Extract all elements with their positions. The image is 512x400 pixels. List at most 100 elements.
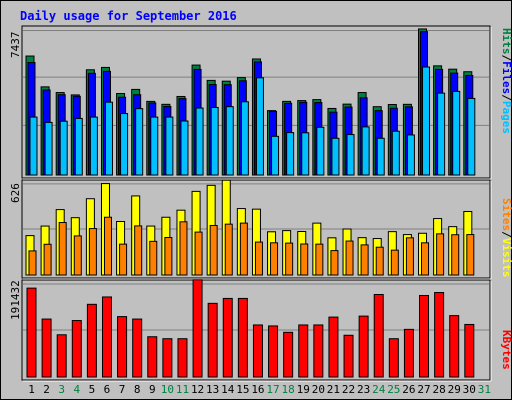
kbytes-bar xyxy=(117,316,128,378)
sites-bar xyxy=(451,234,460,276)
day-label: 4 xyxy=(73,383,80,396)
sites-bar xyxy=(421,242,430,276)
day-label: 24 xyxy=(372,383,386,396)
kbytes-bar xyxy=(237,297,248,378)
pages-bar xyxy=(331,137,340,176)
day-label: 5 xyxy=(89,383,96,396)
kbytes-bar xyxy=(252,324,263,378)
sites-bar xyxy=(330,250,339,276)
sites-bar xyxy=(209,224,218,276)
kbytes-bar xyxy=(298,324,309,378)
pages-bar xyxy=(286,132,295,176)
kbytes-bar xyxy=(132,318,143,378)
sites-bar xyxy=(194,231,203,276)
sites-bar xyxy=(270,242,279,276)
sites-bar xyxy=(58,222,67,276)
pages-bar xyxy=(180,120,189,176)
sites-bar xyxy=(360,244,369,276)
pages-bar xyxy=(361,126,370,176)
sites-bar xyxy=(179,221,188,276)
sites-bar xyxy=(73,235,82,276)
day-label: 26 xyxy=(402,383,415,396)
day-label: 2 xyxy=(43,383,50,396)
pages-bar xyxy=(316,126,325,176)
kbytes-panel xyxy=(21,279,492,382)
kbytes-bar xyxy=(313,324,324,378)
day-label: 13 xyxy=(206,383,219,396)
kbytes-bar xyxy=(403,328,414,378)
kbytes-bar xyxy=(41,318,52,378)
sites-bar xyxy=(134,225,143,276)
kbytes-bar xyxy=(56,334,67,378)
sites-bar xyxy=(239,222,248,276)
sites-bar xyxy=(315,243,324,276)
day-label: 7 xyxy=(119,383,126,396)
kbytes-bar xyxy=(71,320,82,378)
sites-bar xyxy=(300,243,309,276)
sites-bar xyxy=(164,237,173,276)
day-label: 15 xyxy=(236,383,249,396)
kbytes-bar xyxy=(192,279,203,378)
sites-bar xyxy=(405,237,414,276)
pages-bar xyxy=(406,134,415,176)
sites-bar xyxy=(254,241,263,276)
chart-title: Daily usage for September 2016 xyxy=(20,9,237,23)
visits-y-max-label: 626 xyxy=(9,183,22,203)
pages-bar xyxy=(255,77,264,176)
day-label: 14 xyxy=(221,383,235,396)
pages-bar xyxy=(301,132,310,176)
kbytes-bar xyxy=(222,297,233,378)
pages-bar xyxy=(195,107,204,176)
pages-bar xyxy=(437,92,446,176)
pages-bar xyxy=(59,120,68,176)
pages-bar xyxy=(44,121,53,176)
kbytes-bar xyxy=(147,336,158,378)
kbytes-bar xyxy=(464,323,475,378)
sites-bar xyxy=(119,243,128,276)
sites-bar xyxy=(436,233,445,276)
kbytes-bar xyxy=(268,325,279,378)
kbytes-bar xyxy=(434,292,445,378)
pages-bar xyxy=(240,101,249,176)
day-label: 12 xyxy=(191,383,204,396)
day-label: 23 xyxy=(357,383,370,396)
day-label: 25 xyxy=(387,383,400,396)
pages-bar xyxy=(150,116,159,176)
legend-visits-sites: Sites/Visits xyxy=(500,198,512,278)
day-label: 31 xyxy=(478,383,491,396)
pages-bar xyxy=(422,66,431,176)
pages-bar xyxy=(120,113,129,176)
kbytes-bar xyxy=(419,294,430,378)
day-label: 21 xyxy=(327,383,340,396)
day-label: 27 xyxy=(417,383,430,396)
hits-files-pages-panel xyxy=(21,25,492,180)
pages-bar xyxy=(89,116,98,176)
sites-bar xyxy=(43,243,52,276)
pages-bar xyxy=(104,101,113,176)
kbytes-bar xyxy=(177,338,188,378)
pages-bar xyxy=(346,134,355,176)
sites-bar xyxy=(375,246,384,276)
day-label: 9 xyxy=(149,383,156,396)
day-label: 28 xyxy=(432,383,445,396)
kbytes-bar xyxy=(328,316,339,378)
sites-bar xyxy=(390,249,399,276)
kbytes-y-max-label: 191432 xyxy=(9,280,22,320)
kbytes-bar xyxy=(449,315,460,378)
day-label: 20 xyxy=(312,383,325,396)
kbytes-bar xyxy=(388,338,399,378)
sites-bar xyxy=(103,216,112,276)
day-label: 19 xyxy=(297,383,310,396)
kbytes-bar xyxy=(373,294,384,378)
legend-hits-files-pages: Hits/Files/Pages xyxy=(500,28,512,134)
day-label: 1 xyxy=(28,383,35,396)
legend-pages: Pages xyxy=(500,101,512,134)
x-axis-day-labels: 1 2 3 4 5 6 7 8 9 10 11 12 13 14 15 16 17 18 19 20 21 22 23 24 2… xyxy=(28,383,491,396)
pages-bar xyxy=(225,106,234,176)
day-label: 29 xyxy=(448,383,461,396)
pages-bar xyxy=(135,108,144,176)
pages-bar xyxy=(74,117,83,176)
day-label: 17 xyxy=(266,383,279,396)
kbytes-bar xyxy=(283,331,294,378)
